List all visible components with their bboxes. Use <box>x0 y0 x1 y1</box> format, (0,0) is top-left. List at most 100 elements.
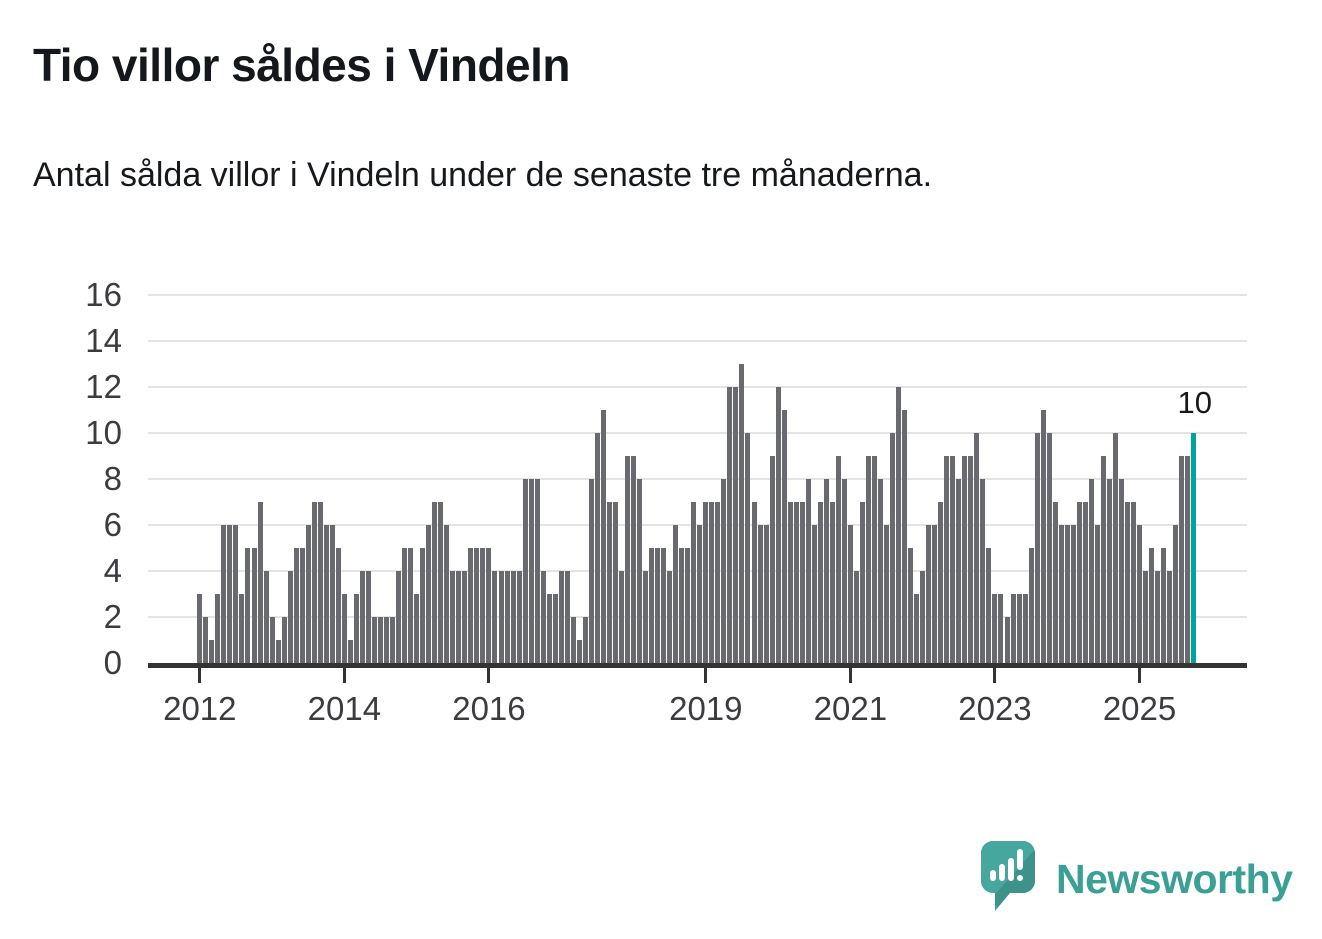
bar <box>396 571 402 663</box>
bar <box>432 502 438 663</box>
bar <box>582 617 588 663</box>
bar <box>727 387 733 663</box>
bar <box>504 571 510 663</box>
bar <box>287 571 293 663</box>
bar <box>679 548 685 663</box>
bar <box>805 479 811 663</box>
newsworthy-logo: Newsworthy <box>980 840 1293 917</box>
bar <box>835 456 841 663</box>
bar <box>221 525 227 663</box>
bar <box>920 571 926 663</box>
bar <box>992 594 998 663</box>
bar <box>371 617 377 663</box>
bar <box>227 525 233 663</box>
bar <box>402 548 408 663</box>
bar <box>438 502 444 663</box>
bar <box>378 617 384 663</box>
bar <box>510 571 516 663</box>
bar <box>1161 548 1167 663</box>
bar <box>540 571 546 663</box>
bar <box>769 456 775 663</box>
bar <box>793 502 799 663</box>
y-tick-label: 14 <box>85 322 122 359</box>
bar <box>456 571 462 663</box>
bar <box>878 479 883 663</box>
bar <box>594 433 600 663</box>
bar <box>522 479 528 663</box>
highlight-bar <box>1191 433 1197 663</box>
bar <box>763 525 769 663</box>
bar <box>552 594 558 663</box>
x-axis-tick <box>993 668 997 683</box>
y-tick-label: 2 <box>103 598 122 635</box>
x-tick-label: 2014 <box>307 690 382 727</box>
gridline <box>148 340 1247 342</box>
bar <box>703 502 709 663</box>
bar <box>281 617 287 663</box>
bar <box>263 571 269 663</box>
bar <box>498 571 504 663</box>
bar <box>1167 571 1173 663</box>
bar <box>673 525 679 663</box>
bar <box>661 548 667 663</box>
bar <box>1028 548 1034 663</box>
x-tick-label: 2025 <box>1102 690 1177 727</box>
bar <box>492 571 498 663</box>
bar <box>1040 410 1046 663</box>
bar <box>637 479 643 663</box>
bar <box>841 479 847 663</box>
newsworthy-icon <box>980 840 1036 917</box>
bar <box>974 433 980 663</box>
bar <box>516 571 522 663</box>
bar <box>890 433 896 663</box>
bar <box>323 525 329 663</box>
bar <box>209 640 215 663</box>
bar <box>956 479 962 663</box>
bar <box>1022 594 1028 663</box>
bar <box>408 548 414 663</box>
bar <box>721 479 727 663</box>
bar <box>486 548 492 663</box>
bar <box>944 456 950 663</box>
bar <box>853 571 859 663</box>
bar <box>1137 525 1143 663</box>
bar <box>335 548 341 663</box>
bar <box>305 525 311 663</box>
bar <box>1155 571 1161 663</box>
bar <box>606 502 612 663</box>
bar <box>1076 502 1082 663</box>
bar <box>775 387 781 663</box>
bar <box>685 548 691 663</box>
x-tick-label: 2019 <box>669 690 743 727</box>
bar <box>968 456 974 663</box>
y-tick-label: 12 <box>85 368 122 405</box>
bar <box>1149 548 1155 663</box>
bar <box>1143 571 1149 663</box>
gridline <box>148 478 1247 480</box>
bar <box>1094 525 1100 663</box>
bar <box>233 525 239 663</box>
bar <box>896 387 902 663</box>
bar <box>908 548 914 663</box>
bar <box>570 617 576 663</box>
bar <box>950 456 956 663</box>
bar <box>414 594 420 663</box>
bar <box>902 410 908 663</box>
bar <box>239 594 245 663</box>
chart-subtitle: Antal sålda villor i Vindeln under de se… <box>33 156 933 194</box>
bar <box>528 479 534 663</box>
bar <box>197 594 203 663</box>
bar <box>618 571 624 663</box>
bar <box>311 502 317 663</box>
gridline <box>148 294 1247 296</box>
bar <box>655 548 661 663</box>
bar <box>781 410 787 663</box>
bar <box>317 502 323 663</box>
gridline <box>148 386 1247 388</box>
bar <box>251 548 257 663</box>
newsworthy-wordmark: Newsworthy <box>1056 855 1293 902</box>
bar <box>1052 502 1058 663</box>
bar <box>817 502 823 663</box>
bar <box>739 364 745 663</box>
bar <box>444 525 450 663</box>
